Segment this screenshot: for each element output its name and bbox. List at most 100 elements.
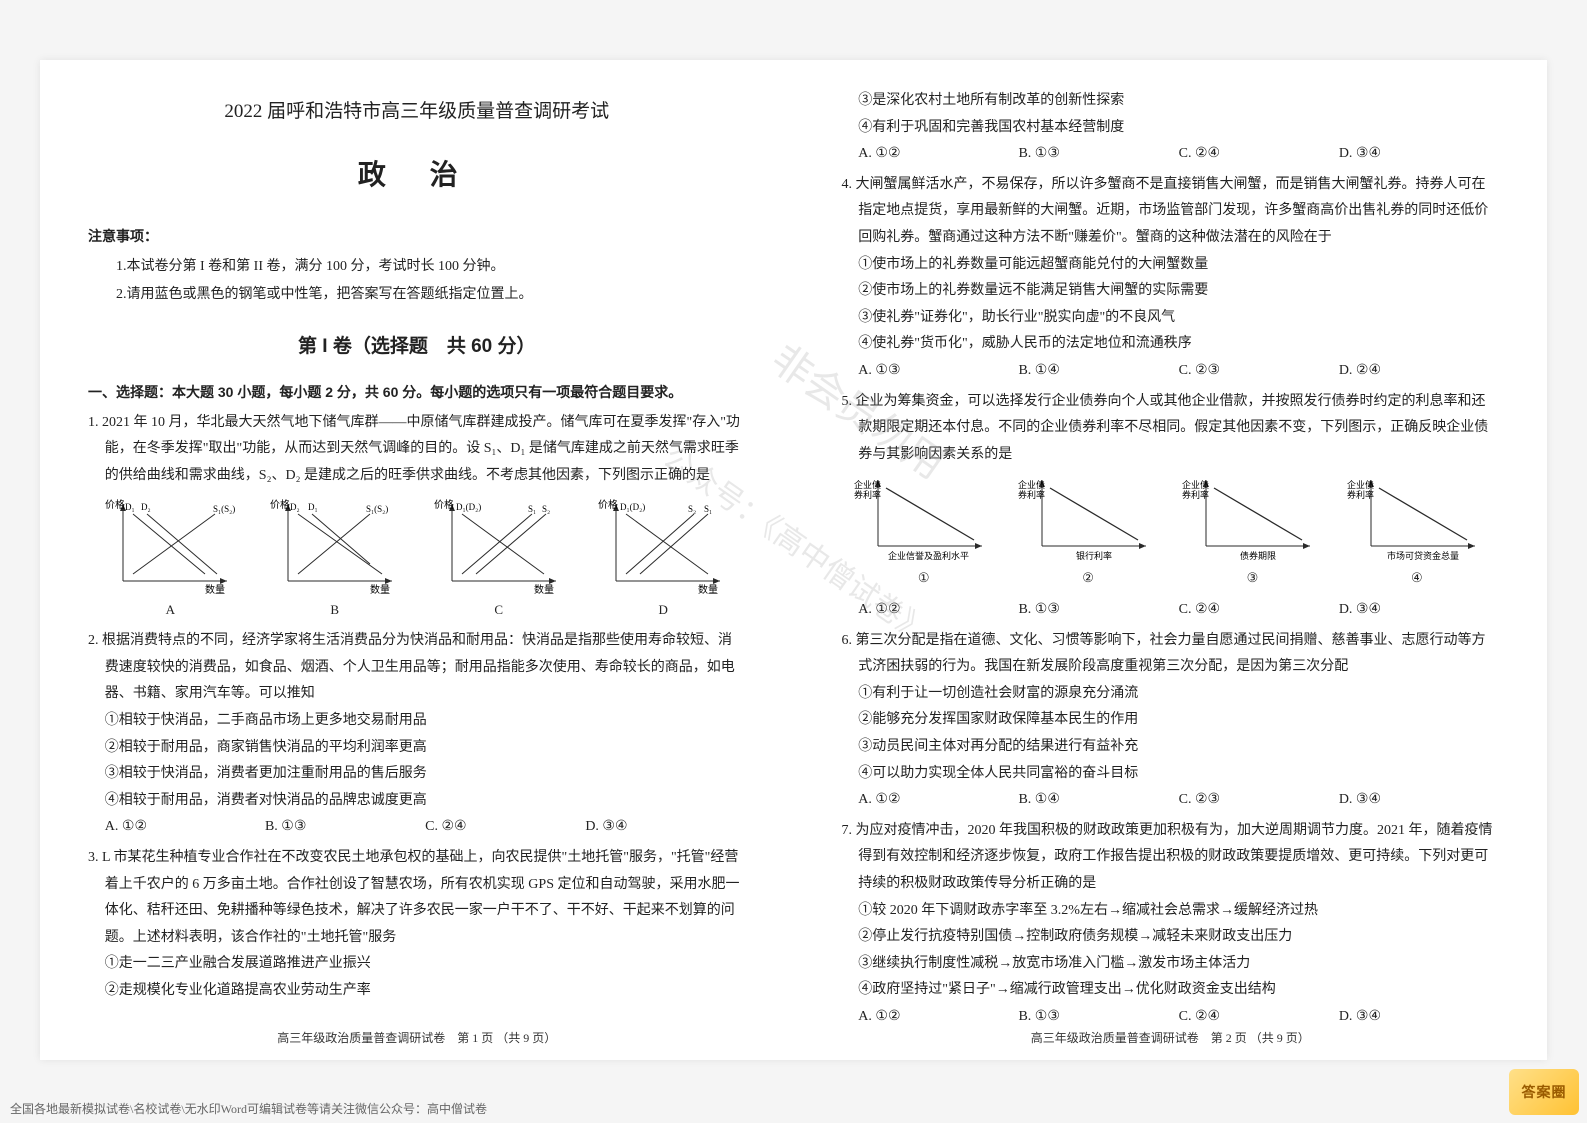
q5-x1: 企业信誉及盈利水平: [888, 550, 969, 561]
svg-text:数量: 数量: [205, 583, 225, 596]
q5-choice-d: D. ③④: [1339, 597, 1499, 624]
q3-choice-b: B. ①③: [1018, 141, 1178, 168]
section-1-instruction: 一、选择题：本大题 30 小题，每小题 2 分，共 60 分。每小题的选项只有一…: [88, 379, 746, 406]
q4-choice-a: A. ①③: [858, 358, 1018, 385]
q3-stem: 3. L 市某花生种植专业合作社在不改变农民土地承包权的基础上，向农民提供"土地…: [88, 845, 746, 951]
svg-text:D₁(D₂): D₁(D₂): [620, 502, 645, 512]
svg-text:券利率: 券利率: [1182, 489, 1209, 500]
q4-choice-b: B. ①④: [1018, 358, 1178, 385]
q2-stem: 2. 根据消费特点的不同，经济学家将生活消费品分为快消品和耐用品：快消品是指那些…: [88, 628, 746, 708]
q5-chart-4: 企业债券利率 市场可贷资金总量: [1347, 474, 1487, 564]
q1-chart-d: 价格数量 D₁(D₂) S₁ S₂: [598, 496, 728, 596]
notice-label: 注意事项：: [88, 223, 746, 250]
q3-opt2: ②走规模化专业化道路提高农业劳动生产率: [88, 978, 746, 1005]
q2-choice-a: A. ①②: [105, 814, 265, 841]
q2-choice-c: C. ②④: [425, 814, 585, 841]
q5-choice-a: A. ①②: [858, 597, 1018, 624]
q6-choice-d: D. ③④: [1339, 787, 1499, 814]
svg-text:D₁(D₂): D₁(D₂): [456, 502, 481, 512]
q3-choice-d: D. ③④: [1339, 141, 1499, 168]
page-2: ③是深化农村土地所有制改革的创新性探索 ④有利于巩固和完善我国农村基本经营制度 …: [794, 60, 1548, 1060]
q6-opt1: ①有利于让一切创造社会财富的源泉充分涌流: [842, 681, 1500, 708]
q3-opt4: ④有利于巩固和完善我国农村基本经营制度: [842, 115, 1500, 142]
q1-opt-c: C: [494, 598, 503, 623]
question-6: 6. 第三次分配是指在道德、文化、习惯等影响下，社会力量自愿通过民间捐赠、慈善事…: [842, 628, 1500, 814]
question-3: 3. L 市某花生种植专业合作社在不改变农民土地承包权的基础上，向农民提供"土地…: [88, 845, 746, 1005]
q5-stem: 5. 企业为筹集资金，可以选择发行企业债券向个人或其他企业借款，并按照发行债券时…: [842, 389, 1500, 469]
q1-opt-d: D: [658, 598, 667, 623]
q5-lab4: ④: [1411, 566, 1423, 591]
q7-stem: 7. 为应对疫情冲击，2020 年我国积极的财政政策更加积极有为，加大逆周期调节…: [842, 818, 1500, 898]
svg-text:数量: 数量: [534, 583, 554, 596]
page-1-footer: 高三年级政治质量普查调研试卷 第 1 页 （共 9 页）: [40, 1027, 794, 1050]
q5-x2: 银行利率: [1076, 550, 1112, 561]
svg-text:S₁: S₁: [704, 504, 712, 514]
q5-choices: A. ①② B. ①③ C. ②④ D. ③④: [842, 597, 1500, 624]
q6-choice-a: A. ①②: [858, 787, 1018, 814]
q2-opt1: ①相较于快消品，二手商品市场上更多地交易耐用品: [88, 708, 746, 735]
q5-choice-c: C. ②④: [1179, 597, 1339, 624]
q1-opt-a: A: [166, 598, 175, 623]
svg-text:S₁(S₂): S₁(S₂): [213, 504, 235, 514]
svg-text:企业债: 企业债: [854, 479, 881, 490]
q4-opt2: ②使市场上的礼券数量远不能满足销售大闸蟹的实际需要: [842, 278, 1500, 305]
q6-stem: 6. 第三次分配是指在道德、文化、习惯等影响下，社会力量自愿通过民间捐赠、慈善事…: [842, 628, 1500, 681]
page-1: 2022 届呼和浩特市高三年级质量普查调研考试 政 治 注意事项： 1.本试卷分…: [40, 60, 794, 1060]
q5-lab3: ③: [1247, 566, 1259, 591]
q5-chart-labels: ① ② ③ ④: [842, 566, 1500, 591]
section-1-heading: 第 I 卷（选择题 共 60 分）: [88, 329, 746, 365]
question-2: 2. 根据消费特点的不同，经济学家将生活消费品分为快消品和耐用品：快消品是指那些…: [88, 628, 746, 841]
q1-chart-b: 价格数量 S₁(S₂) D₂ D₁: [270, 496, 400, 596]
q2-choice-d: D. ③④: [585, 814, 745, 841]
corner-badge-text: 答案圈: [1522, 1082, 1567, 1102]
svg-text:企业债: 企业债: [1182, 479, 1209, 490]
svg-text:D₁: D₁: [125, 502, 135, 512]
svg-text:S₂: S₂: [542, 504, 550, 514]
q6-choice-b: B. ①④: [1018, 787, 1178, 814]
notice-item-1: 1.本试卷分第 I 卷和第 II 卷，满分 100 分，考试时长 100 分钟。: [88, 254, 746, 281]
q5-chart-2: 企业债券利率 银行利率: [1018, 474, 1158, 564]
q4-choice-d: D. ②④: [1339, 358, 1499, 385]
q7-opt4: ④政府坚持过"紧日子"→缩减行政管理支出→优化财政资金支出结构: [842, 977, 1500, 1004]
svg-text:价格: 价格: [598, 498, 618, 511]
svg-text:D₁: D₁: [308, 502, 318, 512]
q1-chart-a: 价格数量 S₁(S₂) D₁ D₂: [105, 496, 235, 596]
exam-main-title: 2022 届呼和浩特市高三年级质量普查调研考试: [88, 94, 746, 130]
exam-paper: 2022 届呼和浩特市高三年级质量普查调研考试 政 治 注意事项： 1.本试卷分…: [40, 60, 1547, 1060]
svg-text:券利率: 券利率: [1347, 489, 1374, 500]
q3-opt1: ①走一二三产业融合发展道路推进产业振兴: [88, 951, 746, 978]
svg-text:数量: 数量: [698, 583, 718, 596]
q2-opt4: ④相较于耐用品，消费者对快消品的品牌忠诚度更高: [88, 788, 746, 815]
q6-choice-c: C. ②③: [1179, 787, 1339, 814]
svg-text:S₂: S₂: [688, 504, 696, 514]
q7-opt1: ①较 2020 年下调财政赤字率至 3.2%左右→缩减社会总需求→缓解经济过热: [842, 898, 1500, 925]
q1-opt-b: B: [330, 598, 339, 623]
q2-choices: A. ①② B. ①③ C. ②④ D. ③④: [88, 814, 746, 841]
bottom-source-bar: 全国各地最新模拟试卷\名校试卷\无水印Word可编辑试卷等请关注微信公众号：高中…: [10, 1100, 487, 1117]
svg-text:价格: 价格: [434, 498, 454, 511]
question-3-cont: ③是深化农村土地所有制改革的创新性探索 ④有利于巩固和完善我国农村基本经营制度 …: [842, 88, 1500, 168]
q5-choice-b: B. ①③: [1018, 597, 1178, 624]
q7-opt3: ③继续执行制度性减税→放宽市场准入门槛→激发市场主体活力: [842, 951, 1500, 978]
notice-item-2: 2.请用蓝色或黑色的钢笔或中性笔，把答案写在答题纸指定位置上。: [88, 282, 746, 309]
q4-opt1: ①使市场上的礼券数量可能远超蟹商能兑付的大闸蟹数量: [842, 252, 1500, 279]
q4-choices: A. ①③ B. ①④ C. ②③ D. ②④: [842, 358, 1500, 385]
svg-text:券利率: 券利率: [854, 489, 881, 500]
q6-opt4: ④可以助力实现全体人民共同富裕的奋斗目标: [842, 761, 1500, 788]
corner-badge: 答案圈: [1509, 1069, 1579, 1115]
exam-subject: 政 治: [88, 148, 746, 201]
question-7: 7. 为应对疫情冲击，2020 年我国积极的财政政策更加积极有为，加大逆周期调节…: [842, 818, 1500, 1031]
q4-opt3: ③使礼券"证券化"，助长行业"脱实向虚"的不良风气: [842, 305, 1500, 332]
q5-chart-1: 企业债券利率 企业信誉及盈利水平: [854, 474, 994, 564]
svg-text:D₂: D₂: [141, 502, 151, 512]
q4-stem: 4. 大闸蟹属鲜活水产，不易保存，所以许多蟹商不是直接销售大闸蟹，而是销售大闸蟹…: [842, 172, 1500, 252]
svg-text:价格: 价格: [270, 498, 290, 511]
q7-opt2: ②停止发行抗疫特别国债→控制政府债务规模→减轻未来财政支出压力: [842, 924, 1500, 951]
q1-charts: 价格数量 S₁(S₂) D₁ D₂ 价格数量 S₁(S₂) D₂ D₁ 价格数量: [88, 496, 746, 596]
svg-text:企业债: 企业债: [1347, 479, 1374, 490]
svg-text:S₁(S₂): S₁(S₂): [366, 504, 388, 514]
svg-text:价格: 价格: [105, 498, 125, 511]
q3-choice-c: C. ②④: [1179, 141, 1339, 168]
page-2-footer: 高三年级政治质量普查调研试卷 第 2 页 （共 9 页）: [794, 1027, 1548, 1050]
q2-opt2: ②相较于耐用品，商家销售快消品的平均利润率更高: [88, 735, 746, 762]
